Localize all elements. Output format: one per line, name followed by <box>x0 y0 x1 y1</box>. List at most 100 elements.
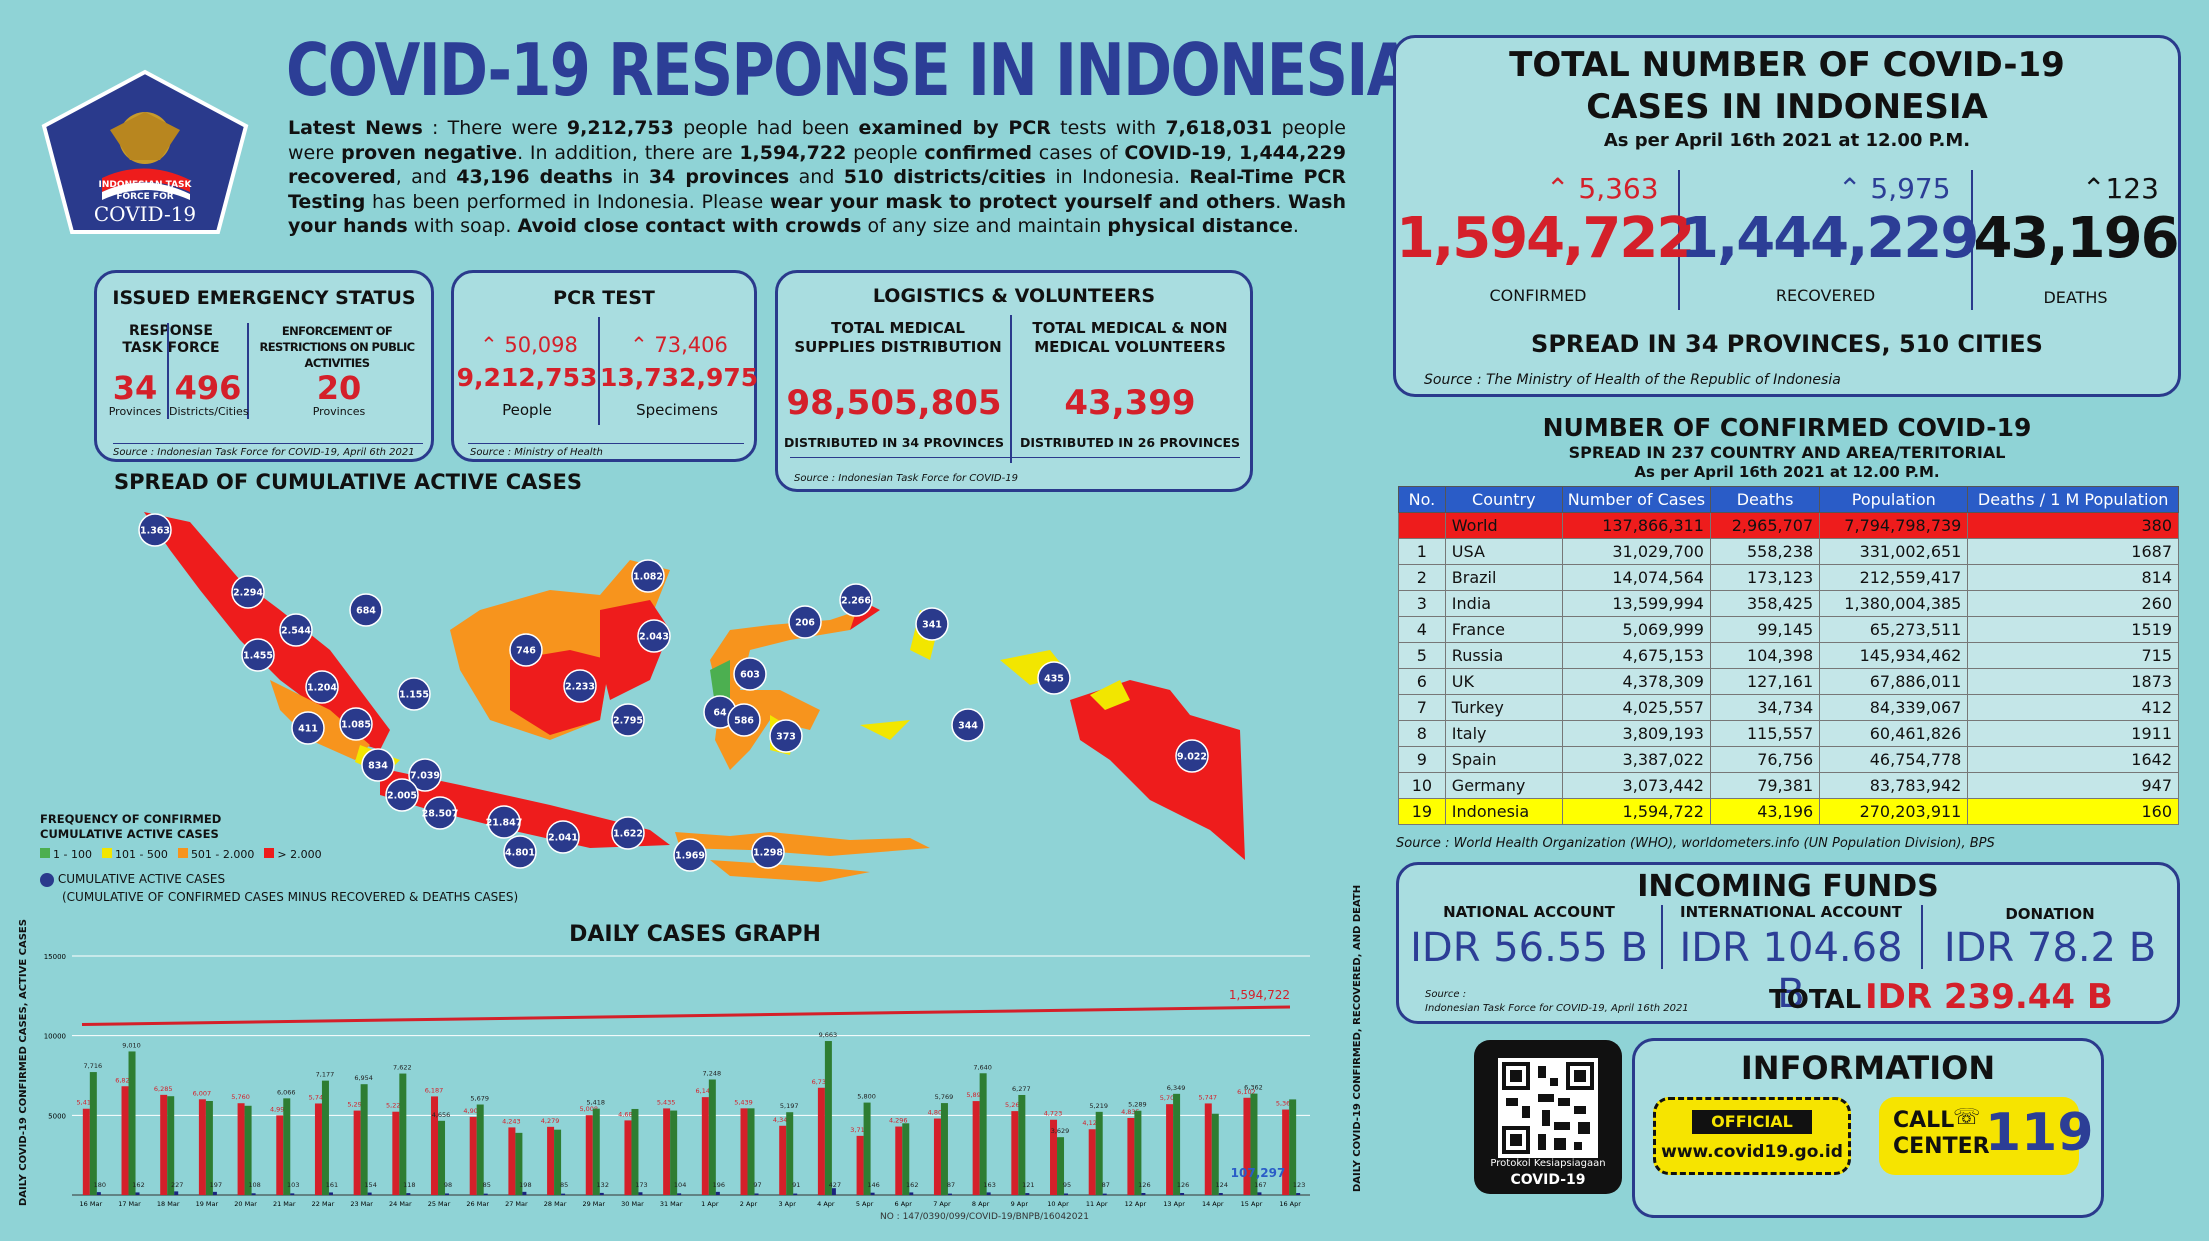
divider <box>1921 905 1923 969</box>
data-label: 6,066 <box>277 1088 296 1096</box>
table-cell: 212,559,417 <box>1819 564 1969 591</box>
bar <box>367 1192 372 1195</box>
x-tick-label: 6 Apr <box>895 1200 913 1208</box>
table-cell: 358,425 <box>1709 590 1821 617</box>
table-cell: 173,123 <box>1709 564 1821 591</box>
x-tick-label: 24 Mar <box>389 1200 412 1208</box>
call-number: 119 <box>1985 1103 2094 1163</box>
table-row: 1 USA 31,029,700 558,238 331,002,651 1687 <box>1398 538 2179 565</box>
data-label: 7,177 <box>316 1071 335 1079</box>
incoming-funds-panel: INCOMING FUNDS NATIONAL ACCOUNT IDR 56.5… <box>1396 862 2180 1024</box>
bar <box>399 1073 407 1195</box>
bar <box>1088 1129 1096 1195</box>
bar <box>547 1126 555 1195</box>
table-cell: UK <box>1444 668 1563 695</box>
recovered-label: RECOVERED <box>1775 286 1876 305</box>
data-label: 7,716 <box>84 1062 103 1070</box>
call-center-button[interactable]: CALL CENTER ☏ 119 <box>1879 1097 2094 1175</box>
svg-text:7.039: 7.039 <box>410 771 440 782</box>
table-cell: 260 <box>1967 590 2179 617</box>
bar <box>1289 1099 1297 1195</box>
table-cell: 160 <box>1967 798 2179 825</box>
bar <box>431 1096 439 1195</box>
data-label: 5,265 <box>1005 1101 1024 1109</box>
table-cell: 270,203,911 <box>1819 798 1969 825</box>
table-cell: 558,238 <box>1709 538 1821 565</box>
column-header: Number of Cases <box>1561 486 1711 513</box>
nusa-tenggara-east <box>710 860 870 882</box>
bar <box>121 1086 129 1195</box>
qr-code-card[interactable]: Protokol Kesiapsiagaan COVID-19 <box>1474 1040 1622 1194</box>
bar <box>174 1191 179 1195</box>
svg-text:344: 344 <box>958 721 978 732</box>
bar <box>624 1120 632 1195</box>
bar <box>1011 1111 1019 1195</box>
phone-icon: ☏ <box>1953 1105 1981 1130</box>
bar <box>554 1129 562 1195</box>
svg-text:1.085: 1.085 <box>341 720 371 731</box>
table-cell: 4 <box>1398 616 1446 643</box>
bar <box>902 1123 910 1195</box>
data-label: 4,835 <box>1121 1108 1140 1116</box>
logistics-source: Source : Indonesian Task Force for COVID… <box>794 473 1018 484</box>
pcr-specimens-label: Specimens <box>636 401 718 419</box>
x-tick-label: 10 Apr <box>1047 1200 1069 1208</box>
legend-item: 101 - 500 <box>101 848 168 862</box>
table-cell: 67,886,011 <box>1819 668 1969 695</box>
daily-cases-chart: 15000 10000 5000 1,594,722 5,414 7,716 180 16 M… <box>44 953 1310 1208</box>
map-marker: 586 <box>727 703 761 737</box>
data-label: 5,414 <box>77 1099 96 1107</box>
table-cell: USA <box>1444 538 1563 565</box>
data-label: 5,008 <box>579 1105 598 1113</box>
circle-legend-note: (CUMULATIVE OF CONFIRMED CASES MINUS REC… <box>62 890 519 904</box>
x-tick-label: 1 Apr <box>701 1200 719 1208</box>
up-arrow-icon: ⌃ <box>1546 172 1570 205</box>
table-cell: 1519 <box>1967 616 2179 643</box>
data-label: 5,769 <box>935 1093 954 1101</box>
data-label: 98 <box>444 1181 452 1189</box>
map-marker: 1.085 <box>339 707 373 741</box>
data-label: 7,640 <box>973 1063 992 1071</box>
data-label: 5,747 <box>1198 1093 1217 1101</box>
column-header: Country <box>1444 486 1563 513</box>
data-label: 173 <box>635 1181 647 1189</box>
bar <box>1218 1193 1223 1195</box>
bar <box>445 1193 450 1195</box>
data-label: 6,277 <box>1012 1085 1031 1093</box>
international-account-header: INTERNATIONAL ACCOUNT <box>1679 903 1902 921</box>
data-label: 91 <box>792 1181 800 1189</box>
bar <box>96 1192 101 1195</box>
table-cell: 99,145 <box>1709 616 1821 643</box>
restriction-provinces-value: 20 <box>316 369 362 407</box>
data-label: 9,010 <box>122 1041 141 1049</box>
svg-text:1.082: 1.082 <box>633 572 663 583</box>
data-label: 5,197 <box>780 1102 799 1110</box>
bar <box>1257 1192 1262 1195</box>
confirmed-increase: 5,363 <box>1578 172 1659 205</box>
table-cell: 5,069,999 <box>1561 616 1711 643</box>
pcr-specimens-value: 13,732,975 <box>600 363 759 392</box>
data-label: 6,142 <box>696 1087 715 1095</box>
table-cell: 104,398 <box>1709 642 1821 669</box>
funds-title: INCOMING FUNDS <box>1637 869 1939 904</box>
data-label: 6,285 <box>154 1085 173 1093</box>
svg-text:1.363: 1.363 <box>140 526 170 537</box>
legend-swatch <box>264 848 275 858</box>
bar <box>160 1094 168 1195</box>
bar <box>933 1118 941 1195</box>
funds-total-value: IDR 239.44 B <box>1865 977 2113 1017</box>
bar <box>870 1192 875 1195</box>
table-cell: 1911 <box>1967 720 2179 747</box>
information-panel: INFORMATION OFFICIAL SITE www.covid19.go… <box>1632 1038 2104 1218</box>
bar <box>1018 1094 1026 1195</box>
bar <box>128 1051 136 1195</box>
table-cell: 5 <box>1398 642 1446 669</box>
official-site-link[interactable]: OFFICIAL SITE www.covid19.go.id <box>1653 1097 1851 1175</box>
emergency-districts-label: Districts/Cities <box>169 405 249 418</box>
logo-line1: INDONESIAN TASK <box>98 180 192 190</box>
chart-ylabel: DAILY COVID-19 CONFIRMED CASES, ACTIVE C… <box>18 919 29 1206</box>
bar <box>701 1097 709 1195</box>
bar <box>135 1192 140 1195</box>
bar <box>82 1108 90 1195</box>
divider <box>247 323 249 419</box>
